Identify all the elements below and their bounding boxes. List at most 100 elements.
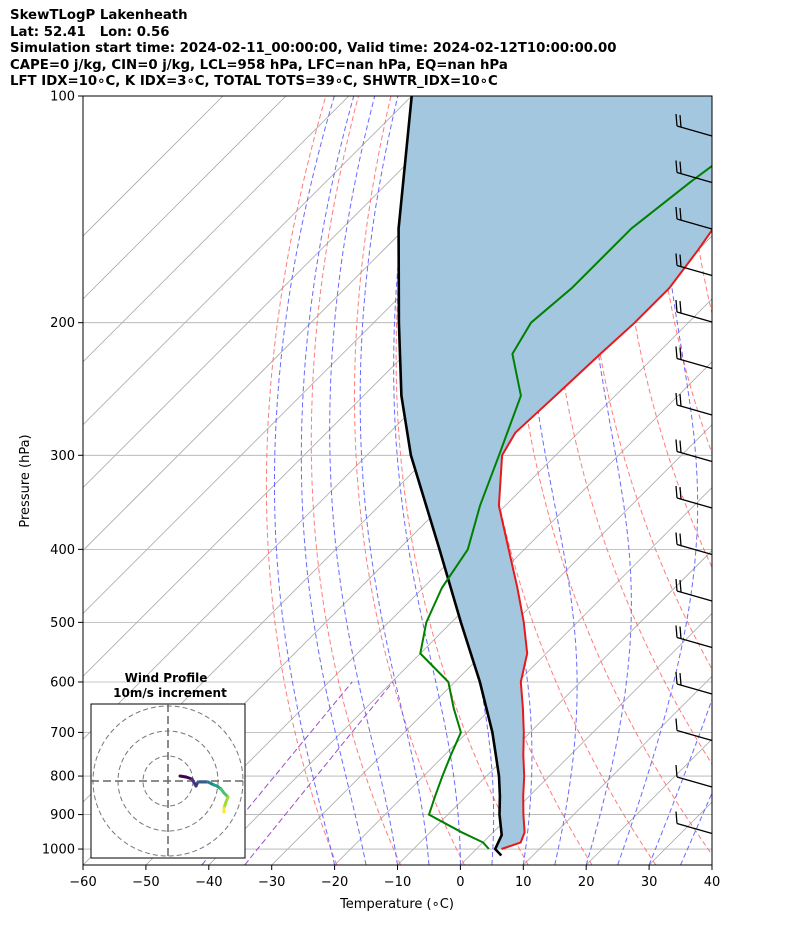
chart-header: SkewTLogP Lakenheath Lat: 52.41 Lon: 0.5…: [10, 8, 617, 91]
wind-barb-staff: [676, 590, 713, 602]
x-tick-label: −30: [258, 875, 285, 890]
wind-barb: [675, 811, 713, 835]
isotherm-line: [271, 424, 712, 865]
wind-barb-flag: [679, 115, 682, 128]
station-coordinates: Lat: 52.41 Lon: 0.56: [10, 24, 170, 40]
dry-adiabat: [310, 96, 402, 865]
dry-adiabat: [617, 96, 712, 569]
isotherm-line: [83, 96, 224, 237]
dry-adiabat: [512, 96, 712, 856]
wind-barb: [675, 625, 713, 649]
wind-barb: [675, 299, 713, 323]
isotherm-line: [460, 612, 712, 865]
y-axis-ticks: 100 200 300 400 500 600 700 800 900 1000: [42, 90, 83, 858]
wind-barbs: [675, 113, 713, 835]
moist-adiabat: [274, 96, 336, 865]
y-tick-label: 800: [50, 770, 75, 785]
profiles: [397, 96, 712, 857]
x-tick-label: 0: [456, 875, 464, 890]
x-tick-label: −40: [195, 875, 222, 890]
wind-barb-staff: [676, 218, 713, 230]
dry-adiabat: [749, 96, 794, 865]
moist-adiabat: [329, 96, 398, 865]
wind-barb-flag: [679, 487, 682, 500]
x-tick-label: −60: [69, 875, 96, 890]
wind-barb: [675, 439, 713, 463]
wind-barb-flag: [675, 578, 678, 592]
x-tick-label: 30: [641, 875, 658, 890]
isotherm-line: [334, 487, 712, 865]
moist-adiabat: [617, 96, 699, 865]
stability-indices: LFT IDX=10∘C, K IDX=3∘C, TOTAL TOTS=39∘C…: [10, 74, 498, 89]
isotherm-line: [145, 298, 712, 865]
y-tick-label: 200: [50, 316, 75, 331]
wind-barb-flag: [679, 440, 682, 453]
dry-adiabat: [354, 96, 465, 865]
isotherm-line: [523, 675, 712, 865]
wind-barb-flag: [675, 253, 678, 266]
x-tick-label: −10: [384, 875, 411, 890]
dry-adiabat: [548, 96, 712, 766]
y-tick-label: 400: [50, 543, 75, 558]
x-tick-label: −50: [132, 875, 159, 890]
wind-barb-flag: [675, 439, 678, 452]
wind-barb: [675, 160, 713, 184]
wind-barb-flag: [675, 532, 678, 545]
moist-adiabat: [300, 96, 367, 865]
wind-barb-flag: [675, 485, 678, 499]
wind-barb-flag: [679, 301, 682, 314]
wind-barb-flag: [675, 160, 678, 173]
wind-barb: [675, 532, 713, 556]
wind-barb-staff: [676, 311, 713, 323]
wind-barb: [675, 718, 713, 742]
wind-barb-flag: [675, 811, 678, 824]
moist-adiabat: [359, 96, 430, 865]
wind-barb-staff: [676, 171, 713, 184]
wind-barb-staff: [676, 264, 713, 277]
wind-barb-flag: [675, 718, 678, 731]
wind-barb-staff: [676, 497, 713, 509]
y-tick-label: 900: [50, 808, 75, 823]
wind-barb-staff: [676, 543, 713, 556]
wind-barb-staff: [676, 404, 713, 416]
wind-barb-staff: [676, 729, 713, 742]
y-tick-label: 600: [50, 675, 75, 690]
wind-barb: [675, 578, 713, 602]
dry-adiabat: [583, 96, 712, 671]
wind-barb-flag: [675, 346, 678, 359]
cin-area: [398, 96, 712, 849]
y-axis-label: Pressure (hPa): [18, 434, 33, 527]
hodograph-title: Wind Profile: [125, 671, 208, 685]
moist-adiabat: [393, 96, 461, 865]
y-tick-label: 1000: [42, 843, 75, 858]
wind-barb-flag: [679, 161, 682, 174]
wind-barb: [675, 253, 713, 277]
wind-barb-flag: [679, 347, 682, 360]
hodograph-trace: [178, 774, 230, 814]
temperature-profile-line: [497, 228, 712, 850]
convective-parameters: CAPE=0 j/kg, CIN=0 j/kg, LCL=958 hPa, LF…: [10, 57, 508, 73]
wind-barb-flag: [679, 626, 682, 639]
wind-barb-flag: [675, 206, 678, 220]
y-tick-label: 300: [50, 449, 75, 464]
x-axis-ticks: −60 −50 −40 −30 −20 −10 0 10 20 30 40: [69, 865, 720, 890]
wind-barb-staff: [676, 125, 713, 137]
isotherm-line: [83, 96, 350, 363]
x-tick-label: 40: [704, 875, 721, 890]
dry-adiabat: [265, 96, 338, 865]
wind-barb-flag: [675, 625, 678, 638]
isotherm-line: [397, 549, 712, 865]
y-tick-label: 700: [50, 726, 75, 741]
wind-barb: [675, 485, 713, 509]
wind-barb-flag: [679, 208, 682, 221]
moist-adiabat: [711, 863, 712, 865]
wind-barb-staff: [676, 822, 713, 835]
isotherm-line: [83, 96, 475, 489]
x-axis-label: Temperature (∘C): [339, 897, 454, 912]
dry-adiabat: [782, 96, 794, 865]
wind-barb-staff: [676, 776, 713, 788]
wind-barb: [675, 392, 713, 416]
hodograph-subtitle: 10m/s increment: [113, 686, 227, 700]
wind-barb-flag: [675, 764, 678, 778]
